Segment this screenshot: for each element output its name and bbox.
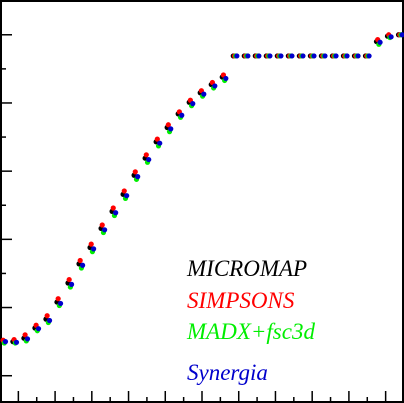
data-point <box>135 174 141 180</box>
data-point <box>245 53 251 59</box>
data-point <box>399 32 404 38</box>
data-point <box>179 112 185 118</box>
data-point <box>24 336 31 342</box>
legend-label: Synergia <box>187 360 268 385</box>
data-point <box>146 156 152 163</box>
legend-label: MADX+fsc3d <box>186 319 315 344</box>
data-point <box>110 205 116 211</box>
data-point <box>77 257 83 264</box>
data-point <box>46 317 53 324</box>
data-point <box>22 332 28 338</box>
data-point <box>311 53 317 59</box>
data-point <box>278 53 284 59</box>
data-point <box>377 39 383 45</box>
data-point <box>333 53 339 59</box>
data-point <box>57 300 64 307</box>
data-point <box>91 246 97 252</box>
legend-label: SIMPSONS <box>187 288 295 313</box>
data-point <box>121 188 127 194</box>
data-point <box>124 193 130 199</box>
data-point <box>55 296 61 302</box>
data-point <box>256 53 262 59</box>
data-point <box>300 53 306 59</box>
data-point <box>267 53 273 59</box>
data-point <box>13 339 20 345</box>
data-point <box>201 91 207 97</box>
data-point <box>80 262 86 268</box>
data-point <box>322 53 328 59</box>
data-point <box>102 227 108 233</box>
data-point <box>212 83 218 89</box>
data-point <box>388 34 394 40</box>
data-point <box>154 136 160 142</box>
data-point <box>157 140 163 146</box>
data-point <box>66 276 72 283</box>
data-point <box>143 152 149 158</box>
data-point <box>35 326 42 332</box>
data-point <box>355 53 361 59</box>
data-point <box>366 53 372 59</box>
data-point <box>113 210 119 216</box>
data-point <box>132 169 138 175</box>
data-point <box>2 339 9 345</box>
data-point <box>168 126 174 132</box>
data-point <box>234 53 240 59</box>
data-point <box>99 222 105 228</box>
data-point <box>165 122 171 128</box>
data-point <box>88 241 94 247</box>
data-point <box>44 313 50 319</box>
data-point <box>190 101 196 107</box>
data-point <box>223 75 229 82</box>
legend-label: MICROMAP <box>186 256 307 281</box>
data-point <box>344 53 350 59</box>
data-point <box>68 281 75 287</box>
data-point <box>289 53 295 59</box>
